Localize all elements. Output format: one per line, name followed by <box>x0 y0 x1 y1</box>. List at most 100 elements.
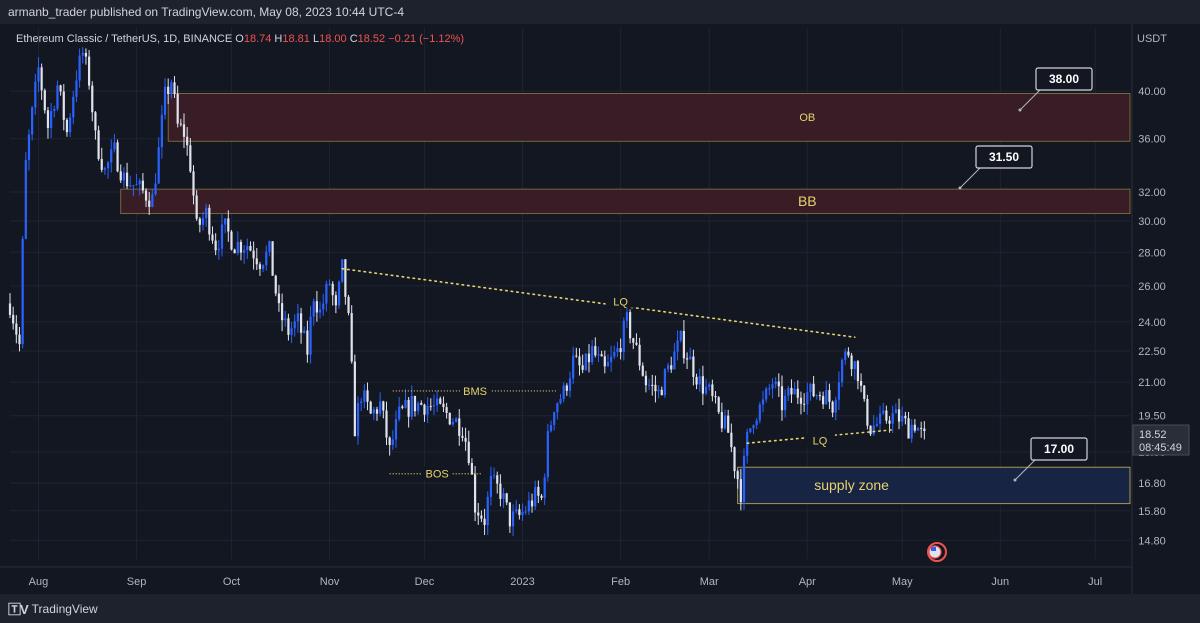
candle <box>553 411 556 431</box>
candle-body <box>388 437 391 446</box>
candle-body <box>492 475 496 477</box>
candle-body <box>34 81 37 108</box>
candle-body <box>559 398 562 404</box>
candle <box>205 203 208 227</box>
candle <box>831 400 834 418</box>
candle <box>258 261 262 276</box>
candle <box>303 326 306 334</box>
candle <box>869 425 872 436</box>
candle-body <box>859 381 863 386</box>
candle-body <box>853 361 856 370</box>
ohlc-label: H <box>274 33 282 45</box>
candle-body <box>182 124 186 137</box>
candle <box>499 474 502 507</box>
candle <box>682 320 686 364</box>
candle <box>189 138 192 173</box>
candle <box>540 494 543 501</box>
candle <box>565 383 568 396</box>
candle <box>537 480 540 504</box>
candle <box>306 320 309 363</box>
candle <box>129 175 132 188</box>
candle <box>398 397 401 422</box>
candle <box>347 294 350 316</box>
candle-body <box>78 55 81 81</box>
candle-body <box>483 518 486 526</box>
candle <box>195 190 198 221</box>
tradingview-logo-icon[interactable]: 🅃V <box>8 602 29 617</box>
candle <box>132 185 135 196</box>
candle <box>144 188 148 208</box>
ohlc-value: 18.00 <box>319 33 350 45</box>
candle <box>15 315 18 344</box>
candle-body <box>530 500 534 507</box>
candle-body <box>818 395 822 397</box>
candle-body <box>796 388 799 398</box>
candle-body <box>344 259 347 297</box>
candle <box>894 403 897 414</box>
candle <box>461 427 464 442</box>
candle-body <box>682 331 686 359</box>
candle-body <box>638 344 641 366</box>
candle <box>448 412 451 426</box>
zone-label-supply-zone: supply zone <box>814 477 889 493</box>
candle <box>644 370 648 393</box>
candle-body <box>24 159 27 239</box>
candle-body <box>258 264 262 270</box>
candle <box>904 411 907 425</box>
time-axis-tick: Aug <box>29 576 49 588</box>
candle-body <box>243 250 246 253</box>
candle-body <box>790 387 793 395</box>
candle-body <box>863 385 866 399</box>
us-flag-icon[interactable] <box>927 542 947 562</box>
candle <box>135 173 138 186</box>
candle-body <box>27 134 31 160</box>
candle-body <box>356 402 360 437</box>
candle-body <box>872 425 875 435</box>
candle-body <box>508 502 511 527</box>
candle-body <box>394 419 398 440</box>
candle <box>733 446 736 479</box>
candle <box>299 307 303 344</box>
candle-body <box>322 303 325 310</box>
candle <box>575 347 578 358</box>
candle <box>606 354 610 367</box>
candle-body <box>65 119 69 133</box>
candle <box>866 394 869 430</box>
candle <box>186 127 189 156</box>
price-chart[interactable]: LQ LQ BMS BOS OB 38.00 BB 31.50 supply zone 17.00… <box>0 24 1200 594</box>
candle <box>603 350 606 374</box>
candle <box>366 382 369 411</box>
callout-pointer <box>1014 459 1036 481</box>
us-flag-canton <box>931 547 936 551</box>
candle <box>793 381 796 395</box>
candle <box>277 284 281 312</box>
candle <box>290 321 293 344</box>
candle-body <box>720 412 723 429</box>
candle <box>451 418 455 427</box>
candle-body <box>910 424 913 439</box>
candle <box>581 354 584 374</box>
candle-body <box>144 190 148 201</box>
candle <box>853 360 856 380</box>
callout-box[interactable] <box>1035 67 1093 91</box>
candle <box>24 152 27 240</box>
candle <box>891 405 894 433</box>
footer-bar: 🅃V TradingView <box>0 594 1200 623</box>
candle-body <box>382 401 385 411</box>
candle-body <box>217 248 220 251</box>
candle-body <box>391 439 394 446</box>
candle <box>483 508 486 535</box>
annotation-label-bg <box>422 466 453 480</box>
time-axis-tick: Apr <box>799 576 816 588</box>
candle-body <box>138 180 141 185</box>
callout-box[interactable] <box>975 145 1033 169</box>
candle <box>227 210 230 242</box>
candle <box>812 375 815 398</box>
candle-body <box>511 511 515 527</box>
candle <box>897 398 901 430</box>
callout-box[interactable] <box>1030 437 1088 461</box>
candle-body <box>31 107 34 135</box>
candle-body <box>787 387 790 396</box>
footer-brand[interactable]: TradingView <box>31 601 98 616</box>
candle <box>350 305 353 364</box>
